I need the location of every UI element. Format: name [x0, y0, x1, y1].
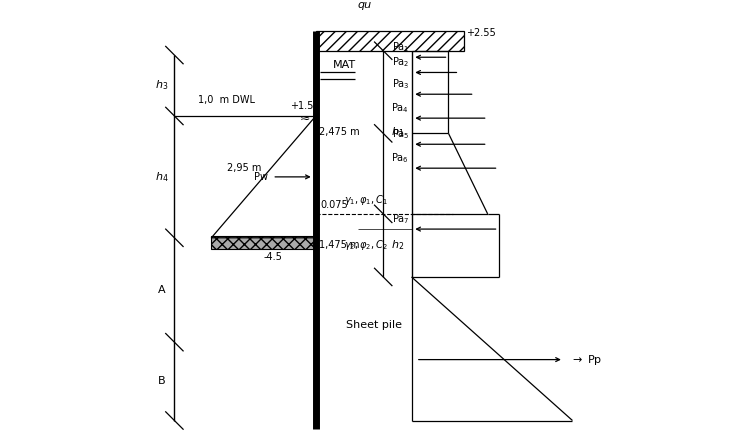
Text: Pa$_3$: Pa$_3$ [392, 77, 409, 91]
Text: 2,475 m: 2,475 m [319, 127, 359, 137]
Text: A: A [158, 285, 165, 295]
Text: -4.5: -4.5 [264, 252, 283, 262]
Text: Pa$_7$: Pa$_7$ [392, 212, 409, 226]
Bar [211, 236, 318, 249]
Text: Sheet pile: Sheet pile [346, 320, 403, 330]
Text: $\rightarrow$ Pp: $\rightarrow$ Pp [570, 353, 603, 366]
Text: $h_2$: $h_2$ [391, 238, 404, 252]
Text: MAT: MAT [333, 60, 356, 70]
Text: Pa$_2$: Pa$_2$ [392, 55, 409, 69]
Text: $\gamma_1, \varphi_1, C_1$: $\gamma_1, \varphi_1, C_1$ [344, 194, 388, 207]
Text: 2,95 m: 2,95 m [227, 163, 261, 173]
Text: $h_4$: $h_4$ [155, 170, 168, 184]
Text: 0.075: 0.075 [320, 199, 348, 210]
Text: Pa$_5$: Pa$_5$ [392, 127, 409, 141]
Text: Pa$_4$: Pa$_4$ [392, 101, 409, 115]
Text: $\gamma_2, \varphi_2, C_2$: $\gamma_2, \varphi_2, C_2$ [344, 238, 388, 252]
Text: $h_3$: $h_3$ [155, 78, 168, 92]
Bar [316, 31, 464, 51]
Text: 1,0  m DWL: 1,0 m DWL [198, 95, 255, 105]
Text: Pa$_6$: Pa$_6$ [392, 151, 409, 165]
Text: B: B [158, 376, 165, 386]
Text: +2.55: +2.55 [466, 28, 495, 39]
Text: ≈: ≈ [300, 112, 310, 125]
Text: +1.55: +1.55 [290, 101, 319, 111]
Text: qu: qu [357, 0, 371, 10]
Text: $h_1$: $h_1$ [391, 125, 404, 139]
Text: 1,475 m: 1,475 m [319, 241, 359, 250]
Text: Pa$_1$: Pa$_1$ [392, 40, 409, 54]
Text: Pw: Pw [255, 172, 269, 182]
